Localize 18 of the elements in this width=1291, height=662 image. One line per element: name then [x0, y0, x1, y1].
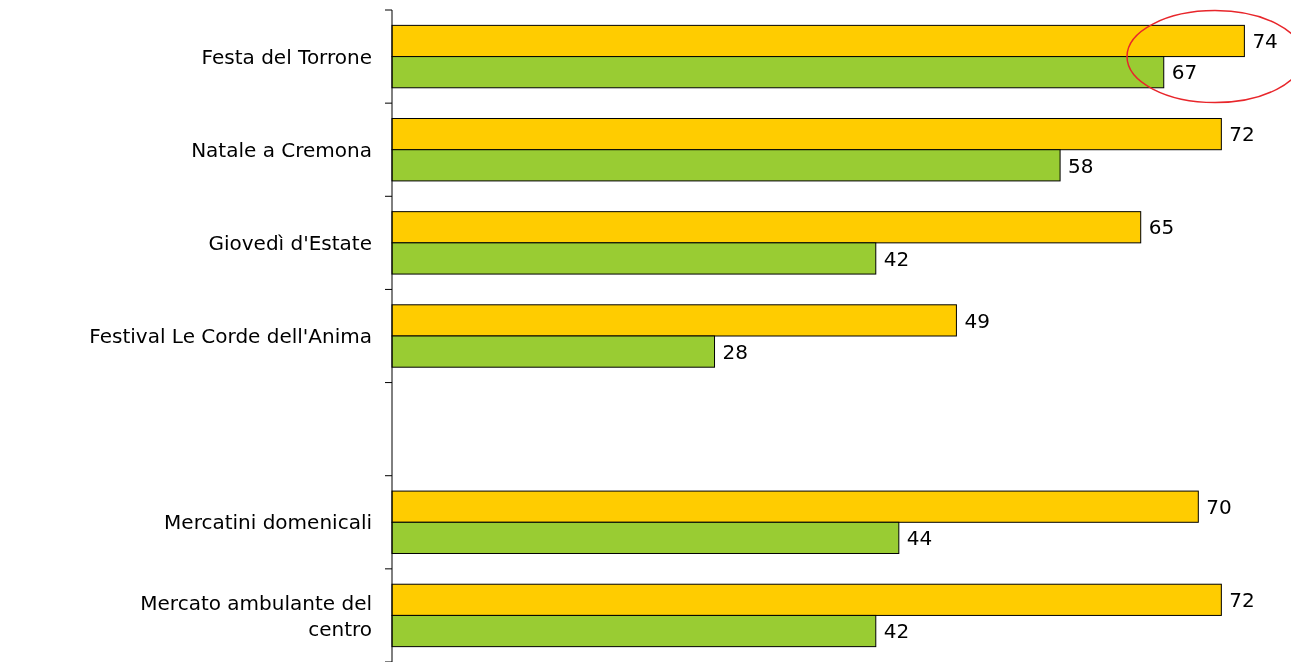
data-label: 49 [964, 308, 990, 333]
data-label: 74 [1252, 29, 1278, 54]
data-label: 72 [1229, 588, 1255, 613]
y-tick-label: Mercato ambulante del centro [140, 590, 372, 641]
data-label: 58 [1068, 153, 1094, 178]
y-tick-label: Mercatini domenicali [164, 510, 372, 535]
y-tick-label: Festival Le Corde dell'Anima [89, 324, 372, 349]
y-tick-label: Giovedì d'Estate [208, 231, 372, 256]
y-tick-label: Festa del Torrone [201, 44, 372, 69]
data-label: 42 [883, 619, 910, 644]
y-tick-label: Natale a Cremona [191, 137, 372, 162]
data-label: 67 [1171, 60, 1198, 85]
data-label: 65 [1148, 215, 1175, 240]
data-label: 42 [883, 246, 910, 271]
data-label: 72 [1229, 122, 1255, 147]
data-label: 70 [1206, 494, 1232, 519]
data-label: 28 [722, 339, 748, 364]
data-label: 44 [906, 526, 933, 551]
